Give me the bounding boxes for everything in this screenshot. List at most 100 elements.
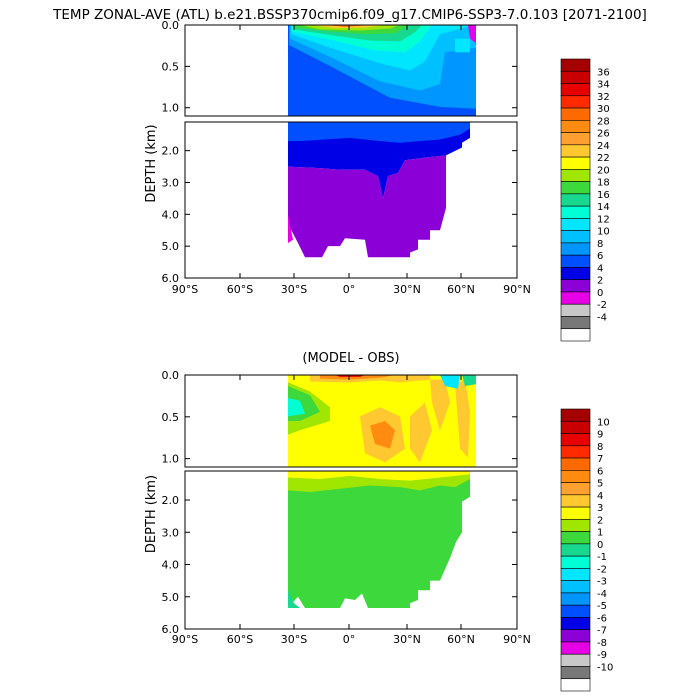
- colorbar-label: 0: [597, 540, 603, 551]
- y-tick-label: 6.0: [162, 623, 180, 636]
- y-tick-label: 5.0: [162, 240, 180, 253]
- colorbar-swatch: [560, 629, 591, 643]
- field-layer: [440, 375, 460, 389]
- colorbar-label: 22: [597, 153, 610, 164]
- y-tick-label: 0.5: [162, 411, 180, 424]
- x-tick-label: 60°N: [447, 283, 475, 296]
- field-layer: [455, 379, 470, 458]
- colorbar-swatch: [560, 95, 591, 109]
- y-tick-label: 1.0: [162, 102, 180, 115]
- colorbar-label: 20: [597, 165, 610, 176]
- colorbar-label: 16: [597, 190, 610, 201]
- colorbar-label: -3: [597, 577, 607, 588]
- colorbar-label: -9: [597, 650, 607, 661]
- colorbar-swatch: [560, 531, 591, 545]
- y-tick-label: 3.0: [162, 176, 180, 189]
- colorbar-label: -8: [597, 638, 607, 649]
- colorbar-label: 24: [597, 141, 610, 152]
- colorbar-label: -4: [597, 312, 607, 323]
- colorbar-swatch: [560, 254, 591, 268]
- panels: 0.00.51.02.03.04.05.06.090°S 60°S 30°S 0° 30…: [144, 19, 613, 692]
- colorbar-label: 10: [597, 227, 610, 238]
- chart-panel-1: 0.0 0.5 1.0 2.0 3.0 4.0 5.0 6.090°S 60°S 30°S 0° 30…: [144, 19, 610, 342]
- y-tick-label: 5.0: [162, 591, 180, 604]
- colorbar-label: 14: [597, 202, 610, 213]
- field-layer: [468, 25, 476, 44]
- x-tick-label: 0°: [343, 633, 356, 646]
- colorbar-label: 4: [597, 263, 603, 274]
- colorbar-swatch: [560, 70, 591, 84]
- colorbar-label: 30: [597, 104, 610, 115]
- y-tick-label: 6.0: [162, 272, 180, 285]
- x-tick-label: 60°S: [227, 633, 253, 646]
- field-layer: [370, 421, 395, 449]
- colorbar-swatch: [560, 181, 591, 195]
- colorbar-label: 26: [597, 129, 610, 140]
- colorbar-swatch: [560, 653, 591, 667]
- colorbar-label: 0: [597, 288, 603, 299]
- colorbar-label: 6: [597, 251, 603, 262]
- x-tick-label: 30°N: [393, 283, 421, 296]
- upper-frame: [184, 24, 518, 117]
- x-tick-label: 0°: [343, 283, 356, 296]
- colorbar-label: 8: [597, 239, 603, 250]
- field-layer: [455, 38, 470, 53]
- colorbar-swatch: [560, 543, 591, 557]
- field-layer: [410, 402, 432, 463]
- colorbar-label: 2: [597, 515, 603, 526]
- colorbar-swatch: [560, 218, 591, 231]
- colorbar-swatch: [560, 107, 591, 121]
- x-tick-label: 30°S: [281, 633, 307, 646]
- y-tick-label: 3.0: [162, 526, 180, 539]
- x-tick-label: 90°N: [503, 283, 531, 296]
- field-layer: [288, 122, 470, 143]
- colorbar-swatch: [560, 230, 591, 244]
- colorbar-label: 5: [597, 479, 603, 490]
- colorbar-swatch: [560, 303, 591, 317]
- colorbar-label: -2: [597, 564, 607, 575]
- colorbar-label: 10: [597, 417, 610, 428]
- figure-title: TEMP ZONAL-AVE (ATL) b.e21.BSSP370cmip6.…: [52, 7, 647, 23]
- colorbar-label: -10: [597, 662, 613, 673]
- colorbar-label: 32: [597, 92, 610, 103]
- colorbar-swatch: [560, 580, 591, 594]
- colorbar-label: 1: [597, 528, 603, 539]
- field-layer: [288, 471, 470, 481]
- x-tick-label: 60°S: [227, 283, 253, 296]
- field-layer: [288, 590, 300, 609]
- lower-frame: [184, 121, 518, 279]
- colorbar-swatch: [560, 144, 591, 158]
- colorbar-label: -4: [597, 589, 607, 600]
- upper-frame: [184, 374, 518, 468]
- colorbar-swatch: [560, 267, 591, 280]
- colorbar-swatch: [560, 506, 591, 520]
- colorbar-swatch: [560, 316, 591, 330]
- colorbar-label: -1: [597, 552, 607, 563]
- field-layer: [288, 122, 470, 199]
- colorbar-swatch: [560, 205, 591, 219]
- colorbar-swatch: [560, 555, 591, 569]
- colorbar-swatch: [560, 420, 591, 434]
- x-tick-label: 90°N: [503, 633, 531, 646]
- upper-field: [288, 25, 476, 116]
- colorbar-swatch: [560, 83, 591, 97]
- colorbar-label: 4: [597, 491, 603, 502]
- colorbar-label: 36: [597, 67, 610, 78]
- colorbar-swatch: [560, 120, 591, 133]
- colorbar-swatch: [560, 58, 591, 72]
- colorbar-swatch: [560, 242, 591, 256]
- colorbar-swatch: [560, 568, 591, 581]
- colorbar-swatch: [560, 519, 591, 532]
- colorbar-label: 2: [597, 276, 603, 287]
- colorbar-swatch: [560, 445, 591, 459]
- upper-field: [288, 375, 476, 467]
- chart-panel-2: (MODEL - OBS)0.00.51.02.03.04.05.06.090°…: [144, 351, 613, 692]
- lower-field: [288, 122, 470, 258]
- y-tick-label: 2.0: [162, 145, 180, 158]
- colorbar-label: -5: [597, 601, 607, 612]
- field-layer: [288, 398, 305, 417]
- field-layer: [462, 375, 476, 387]
